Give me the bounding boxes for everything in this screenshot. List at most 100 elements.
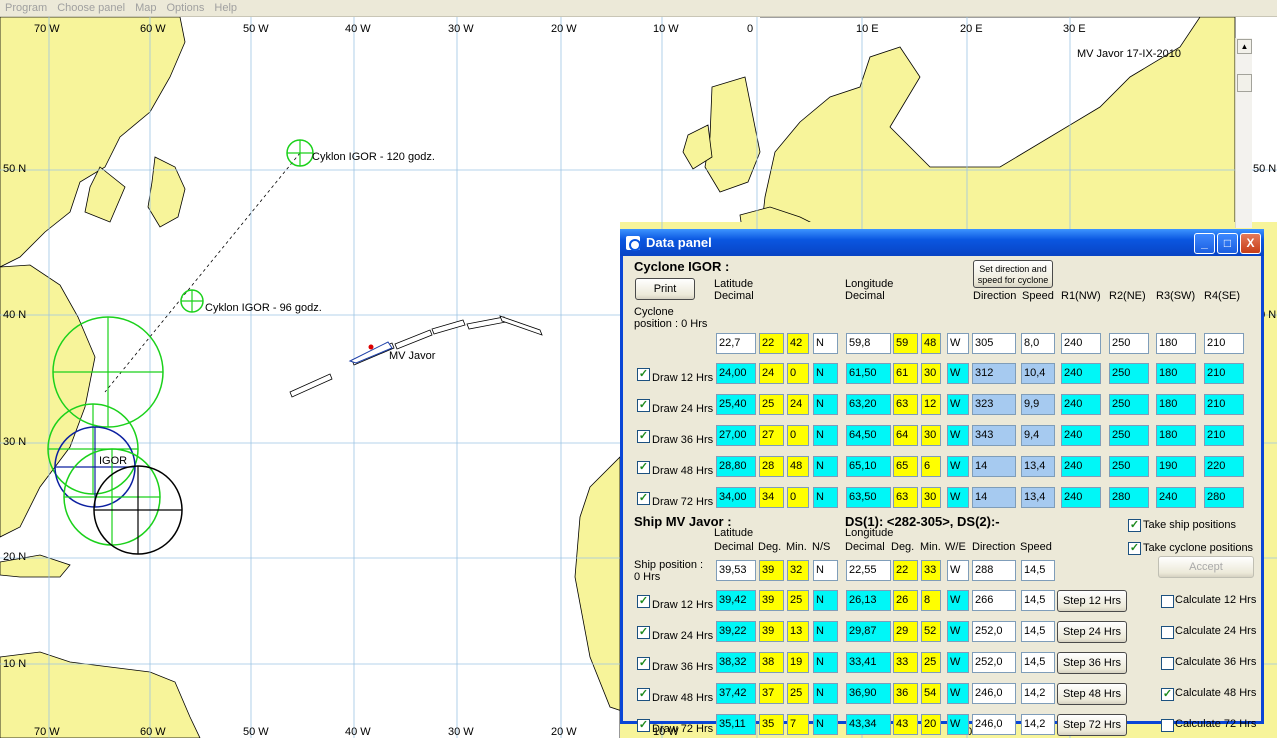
set-direction-button[interactable]: Set direction and speed for cyclone	[973, 260, 1053, 288]
ship-row-lon-min[interactable]: 20	[921, 714, 941, 735]
ship-pos-ns[interactable]: N	[813, 560, 838, 581]
cyclone-row-lat[interactable]: 25,40	[716, 394, 756, 415]
ship-draw-checkbox[interactable]: ✓	[637, 595, 650, 608]
cyclone-row-dir[interactable]: 312	[972, 363, 1016, 384]
cyclone-row-r2[interactable]: 250	[1109, 394, 1149, 415]
cyclone-row-ns[interactable]: N	[813, 456, 838, 477]
cyclone-row-lat-min[interactable]: 48	[787, 456, 809, 477]
cyclone-row-r1[interactable]: 240	[1061, 363, 1101, 384]
cyclone-row-lat[interactable]: 27,00	[716, 425, 756, 446]
cyclone-row-lat-deg[interactable]: 24	[759, 363, 784, 384]
ship-row-lat-deg[interactable]: 39	[759, 621, 784, 642]
ship-row-we[interactable]: W	[947, 652, 969, 673]
draw-checkbox[interactable]: ✓	[637, 368, 650, 381]
calculate-checkbox[interactable]: ✓	[1161, 688, 1174, 701]
ship-row-ns[interactable]: N	[813, 652, 838, 673]
calculate-checkbox[interactable]	[1161, 626, 1174, 639]
step-button[interactable]: Step 72 Hrs	[1057, 714, 1127, 736]
ship-row-dir[interactable]: 266	[972, 590, 1016, 611]
cyclone-row-lon-deg[interactable]: 64	[893, 425, 918, 446]
cyclone-row-lat-deg[interactable]: 27	[759, 425, 784, 446]
cyclone-row-r1[interactable]: 240	[1061, 394, 1101, 415]
cyclone-row-dir[interactable]: 14	[972, 487, 1016, 508]
cyclone-row-lon[interactable]: 63,20	[846, 394, 891, 415]
ship-row-lon-deg[interactable]: 26	[893, 590, 918, 611]
cyclone-row-we[interactable]: W	[947, 394, 969, 415]
cyclone-row-speed[interactable]: 13,4	[1021, 456, 1055, 477]
cyclone-row-lon-min[interactable]: 12	[921, 394, 941, 415]
ship-draw-checkbox[interactable]: ✓	[637, 626, 650, 639]
ship-row-lon[interactable]: 29,87	[846, 621, 891, 642]
cyclone-row-speed[interactable]: 13,4	[1021, 487, 1055, 508]
cyclone-row-r2[interactable]: 250	[1109, 456, 1149, 477]
cyclone-row-lon[interactable]: 61,50	[846, 363, 891, 384]
ship-row-we[interactable]: W	[947, 714, 969, 735]
draw-checkbox[interactable]: ✓	[637, 461, 650, 474]
calculate-checkbox[interactable]	[1161, 595, 1174, 608]
cyclone-row-r1[interactable]: 240	[1061, 487, 1101, 508]
cyclone-row-dir[interactable]: 343	[972, 425, 1016, 446]
cyclone-row-r3[interactable]: 240	[1156, 487, 1196, 508]
ship-row-lon-deg[interactable]: 29	[893, 621, 918, 642]
cyclone-row-lon-deg[interactable]: 65	[893, 456, 918, 477]
cyclone-row-r4[interactable]: 210	[1204, 425, 1244, 446]
ship-row-lon[interactable]: 43,34	[846, 714, 891, 735]
cyclone-row-lon-min[interactable]: 6	[921, 456, 941, 477]
ship-pos-lon-deg[interactable]: 22	[893, 560, 918, 581]
cyclone-row-ns[interactable]: N	[813, 394, 838, 415]
cyclone-row-we[interactable]: W	[947, 456, 969, 477]
title-bar[interactable]: Data panel _ □ X	[620, 229, 1264, 256]
menu-program[interactable]: Program	[5, 2, 48, 14]
print-button[interactable]: Print	[635, 278, 695, 300]
cyclone-row-speed[interactable]: 9,9	[1021, 394, 1055, 415]
ship-row-lat-min[interactable]: 13	[787, 621, 809, 642]
cyclone-pos-dir[interactable]: 305	[972, 333, 1016, 354]
ship-pos-we[interactable]: W	[947, 560, 969, 581]
ship-row-lat[interactable]: 39,42	[716, 590, 756, 611]
scroll-thumb[interactable]	[1237, 74, 1252, 92]
cyclone-row-lat-min[interactable]: 0	[787, 363, 809, 384]
maximize-button[interactable]: □	[1217, 233, 1238, 254]
cyclone-row-lon-deg[interactable]: 61	[893, 363, 918, 384]
cyclone-row-speed[interactable]: 9,4	[1021, 425, 1055, 446]
menu-help[interactable]: Help	[214, 2, 238, 14]
ship-row-lon-deg[interactable]: 33	[893, 652, 918, 673]
calculate-checkbox[interactable]	[1161, 657, 1174, 670]
cyclone-row-lat-deg[interactable]: 25	[759, 394, 784, 415]
cyclone-row-r3[interactable]: 180	[1156, 394, 1196, 415]
ship-row-dir[interactable]: 246,0	[972, 683, 1016, 704]
cyclone-row-lon[interactable]: 65,10	[846, 456, 891, 477]
ship-row-lat[interactable]: 37,42	[716, 683, 756, 704]
ship-row-lon-min[interactable]: 8	[921, 590, 941, 611]
ship-row-we[interactable]: W	[947, 590, 969, 611]
cyclone-pos-lon[interactable]: 59,8	[846, 333, 891, 354]
cyclone-row-lon-min[interactable]: 30	[921, 363, 941, 384]
cyclone-row-lon-min[interactable]: 30	[921, 487, 941, 508]
take-cyclone-checkbox[interactable]: ✓	[1128, 542, 1141, 555]
ship-pos-speed[interactable]: 14,5	[1021, 560, 1055, 581]
ship-pos-dir[interactable]: 288	[972, 560, 1016, 581]
cyclone-row-lat[interactable]: 28,80	[716, 456, 756, 477]
ship-row-lon[interactable]: 26,13	[846, 590, 891, 611]
cyclone-row-lon[interactable]: 63,50	[846, 487, 891, 508]
cyclone-pos-we[interactable]: W	[947, 333, 969, 354]
cyclone-row-ns[interactable]: N	[813, 425, 838, 446]
cyclone-row-we[interactable]: W	[947, 363, 969, 384]
ship-row-lat[interactable]: 39,22	[716, 621, 756, 642]
ship-row-lon[interactable]: 33,41	[846, 652, 891, 673]
cyclone-row-r1[interactable]: 240	[1061, 456, 1101, 477]
cyclone-pos-r4[interactable]: 210	[1204, 333, 1244, 354]
cyclone-row-dir[interactable]: 14	[972, 456, 1016, 477]
cyclone-row-lon-deg[interactable]: 63	[893, 394, 918, 415]
cyclone-row-ns[interactable]: N	[813, 487, 838, 508]
minimize-button[interactable]: _	[1194, 233, 1215, 254]
cyclone-row-we[interactable]: W	[947, 425, 969, 446]
cyclone-row-we[interactable]: W	[947, 487, 969, 508]
ship-pos-lat-min[interactable]: 32	[787, 560, 809, 581]
step-button[interactable]: Step 24 Hrs	[1057, 621, 1127, 643]
cyclone-row-r4[interactable]: 280	[1204, 487, 1244, 508]
ship-row-speed[interactable]: 14,5	[1021, 590, 1055, 611]
ship-row-lon-min[interactable]: 54	[921, 683, 941, 704]
cyclone-row-r1[interactable]: 240	[1061, 425, 1101, 446]
cyclone-pos-lat-deg[interactable]: 22	[759, 333, 784, 354]
